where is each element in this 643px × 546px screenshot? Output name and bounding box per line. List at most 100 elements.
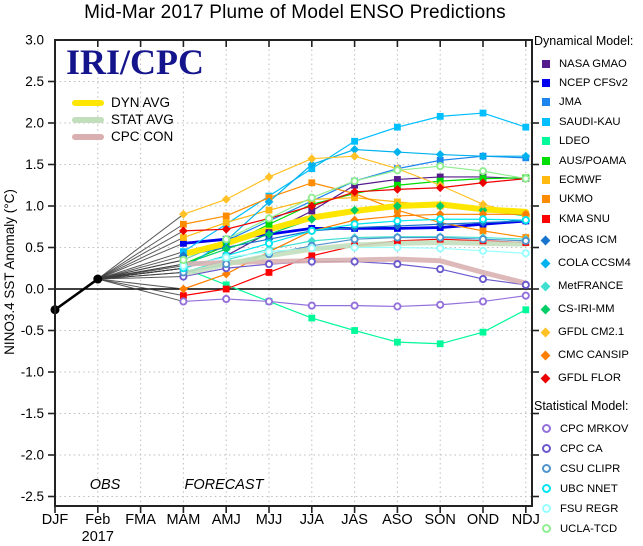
legend-item-kma-snu: KMA SNU [534, 209, 643, 228]
y-tick-label: 0.0 [25, 282, 44, 297]
legend-label: UKMO [559, 193, 593, 206]
legend-label: UBC NNET [560, 482, 618, 495]
legend-label: COLA CCSM4 [558, 257, 631, 270]
legend-label: CS-IRI-MM [558, 303, 615, 316]
legend-swatch-cpc-con [72, 133, 104, 140]
legend-item-aus-poama: AUS/POAMA [534, 151, 643, 170]
legend-item-ukmo: UKMO [534, 190, 643, 209]
legend-label: STAT AVG [111, 112, 174, 127]
y-tick-label: 1.0 [25, 199, 44, 214]
x-tick-label-jas: JAS [341, 512, 368, 528]
y-tick-label: 3.0 [25, 33, 44, 48]
legend-item-csu-clipr: CSU CLIPR [534, 459, 643, 479]
legend-label: DYN AVG [111, 95, 171, 110]
square-marker-icon [542, 137, 550, 146]
x-axis-year-label: 2017 [82, 529, 114, 545]
x-tick-label-fma: FMA [125, 512, 156, 528]
diamond-marker-icon [540, 235, 551, 245]
legend-item-nasa-gmao: NASA GMAO [534, 54, 643, 73]
x-tick-label-aso: ASO [382, 512, 413, 528]
x-tick-label-mjj: MJJ [256, 512, 283, 528]
model-legend: Dynamical Model: NASA GMAO NCEP CFSv2 JMA S… [534, 34, 643, 539]
dynamical-model-list: NASA GMAO NCEP CFSv2 JMA SAUDI-KAU LDEO AUS/P… [534, 54, 643, 390]
legend-label: UCLA-TCD [560, 522, 618, 535]
x-tick-label-jja: JJA [300, 512, 325, 528]
legend-label: LDEO [559, 135, 590, 148]
obs-fan-lines [97, 213, 184, 302]
legend-item-gfdl-cm2-1: GFDL CM2.1 [534, 321, 643, 344]
fan-line-cpc-mrkov [97, 278, 184, 302]
fan-line-kma-snu [97, 278, 184, 297]
averages-legend: DYN AVG STAT AVG CPC CON [72, 94, 174, 145]
legend-label: CMC CANSIP [558, 349, 629, 362]
observed-line [50, 274, 103, 315]
legend-label: SAUDI-KAU [559, 115, 621, 128]
legend-label: CPC CA [560, 442, 603, 455]
legend-label: ECMWF [559, 174, 602, 187]
fan-line-cmc-cansip [97, 278, 184, 290]
square-marker-icon [542, 98, 550, 107]
legend-label: GFDL CM2.1 [558, 326, 625, 339]
legend-item-ubc-nnet: UBC NNET [534, 479, 643, 499]
axes-box [48, 39, 539, 513]
legend-label: CSU CLIPR [560, 462, 621, 475]
square-marker-icon [542, 117, 550, 126]
fan-line-saudi-kau [97, 251, 184, 280]
forecast-annotation: FORECAST [185, 477, 265, 493]
y-tick-label: -2.0 [21, 448, 44, 463]
averages-legend-item-stat-avg: STAT AVG [72, 111, 174, 128]
y-tick-label: -1.0 [21, 365, 44, 380]
legend-item-jma: JMA [534, 93, 643, 112]
statistical-model-list: CPC MRKOV CPC CA CSU CLIPR UBC NNET FSU REGR… [534, 419, 643, 539]
model-markers [179, 109, 531, 348]
legend-label: FSU REGR [560, 502, 619, 515]
legend-label: AUS/POAMA [559, 154, 627, 167]
legend-item-cs-iri-mm: CS-IRI-MM [534, 298, 643, 321]
averages-legend-item-dyn-avg: DYN AVG [72, 94, 174, 111]
obs-annotation: OBS [90, 477, 121, 493]
fan-line-fsu-regr [97, 265, 184, 280]
y-tick-label: 0.5 [25, 240, 44, 255]
series-markers-ucla-tcd [179, 162, 530, 265]
y-tick-label: -1.5 [21, 406, 44, 421]
circle-marker-icon [542, 504, 551, 514]
square-marker-icon [542, 59, 550, 68]
fan-line-gfdl-cm2-1 [97, 213, 184, 280]
legend-item-cola-ccsm4: COLA CCSM4 [534, 252, 643, 275]
legend-label: JMA [559, 96, 582, 109]
series-markers-fsu-regr [179, 243, 530, 270]
legend-item-ncep-cfsv2: NCEP CFSv2 [534, 73, 643, 92]
y-tick-label: 2.0 [25, 116, 44, 131]
diamond-marker-icon [540, 258, 551, 268]
y-tick-label: 1.5 [25, 157, 44, 172]
legend-item-gfdl-flor: GFDL FLOR [534, 367, 643, 390]
diamond-marker-icon [540, 327, 551, 337]
legend-item-metfrance: MetFRANCE [534, 275, 643, 298]
y-tick-label: -0.5 [21, 323, 44, 338]
legend-swatch-dyn-avg [72, 99, 104, 106]
legend-label: GFDL FLOR [558, 372, 621, 385]
fan-line-iocas-icm [97, 255, 184, 280]
legend-item-saudi-kau: SAUDI-KAU [534, 112, 643, 131]
x-axis-labels: DJF Feb FMA MAM AMJ MJJ JJA JAS ASO SON OND NDJ [42, 512, 540, 528]
legend-item-ecmwf: ECMWF [534, 170, 643, 189]
circle-marker-icon [542, 464, 551, 474]
diamond-marker-icon [540, 373, 551, 383]
circle-marker-icon [542, 484, 551, 494]
series-markers-cpc-mrkov [179, 291, 530, 311]
averages-legend-item-cpc-con: CPC CON [72, 128, 174, 145]
legend-item-ucla-tcd: UCLA-TCD [534, 519, 643, 539]
legend-label: NASA GMAO [559, 57, 627, 70]
legend-item-iocas-icm: IOCAS ICM [534, 229, 643, 252]
series-markers-cpc-ca [179, 257, 530, 289]
diamond-marker-icon [540, 304, 551, 314]
legend-item-ldeo: LDEO [534, 132, 643, 151]
fan-line-ucla-tcd [97, 259, 184, 280]
square-marker-icon [542, 214, 550, 223]
square-marker-icon [542, 176, 550, 185]
iri-cpc-watermark: IRI/CPC [66, 42, 205, 82]
fan-line-ecmwf [97, 237, 184, 280]
square-marker-icon [542, 195, 550, 204]
